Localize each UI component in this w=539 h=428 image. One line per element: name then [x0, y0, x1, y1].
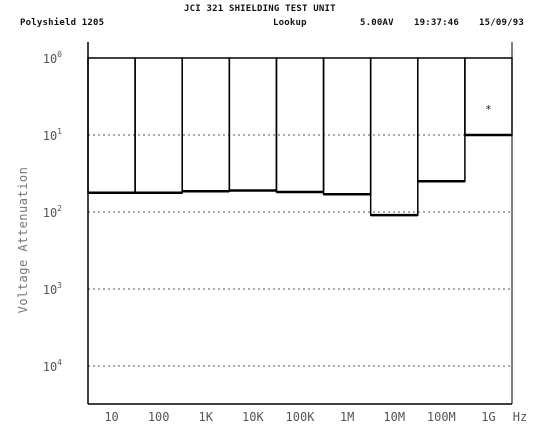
mode-label: Lookup: [273, 18, 307, 28]
header-title: JCI 321 SHIELDING TEST UNIT: [184, 4, 336, 14]
bar: [275, 57, 325, 193]
sample-name: Polyshield 1205: [20, 18, 105, 28]
bar: [87, 57, 136, 194]
y-tick-label: 100: [43, 50, 62, 66]
annotations: *: [485, 103, 492, 116]
x-tick-label: 10K: [242, 410, 264, 424]
x-tick-label: 10: [104, 410, 118, 424]
bar: [228, 57, 278, 192]
x-tick-label: 1K: [199, 410, 214, 424]
bar: [181, 57, 231, 192]
y-tick-label: 104: [43, 358, 62, 374]
bar: [322, 57, 372, 196]
x-tick-label: 100K: [286, 410, 316, 424]
x-tick-label: 100: [148, 410, 170, 424]
annotation-marker: *: [485, 103, 492, 116]
x-tick-label: 100M: [427, 410, 456, 424]
bar: [134, 57, 183, 194]
x-unit-label: Hz: [513, 410, 527, 424]
plot-frame: [87, 42, 513, 405]
grid-lines: [88, 57, 512, 367]
y-tick-label: 103: [43, 281, 62, 297]
y-tick-label: 101: [43, 127, 62, 143]
x-tick-label: 10M: [383, 410, 405, 424]
x-tick-label: 1G: [481, 410, 495, 424]
level-readout: 5.00AV: [360, 18, 394, 28]
bar: [464, 57, 513, 136]
x-tick-label: 1M: [340, 410, 354, 424]
y-tick-label: 102: [43, 204, 62, 220]
date-readout: 15/09/93: [479, 18, 524, 28]
bar-series: [87, 57, 513, 217]
bar: [369, 57, 419, 216]
x-tick-labels: 10 100 1K 10K 100K 1M 10M 100M 1G Hz: [104, 410, 527, 424]
bar: [417, 57, 466, 182]
time-readout: 19:37:46: [414, 18, 459, 28]
y-axis-label: Voltage Attenuation: [16, 167, 30, 314]
y-tick-labels: 100 101 102 103 104: [43, 50, 62, 374]
